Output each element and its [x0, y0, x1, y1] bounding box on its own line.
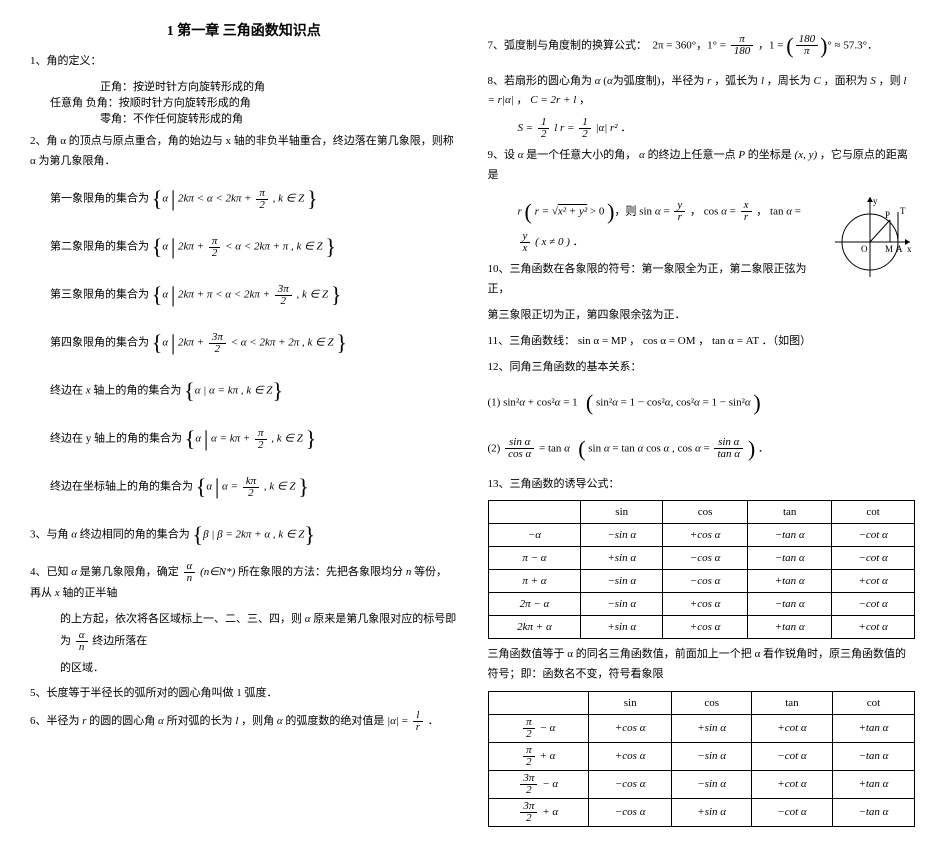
t1-h1: sin	[581, 501, 663, 524]
axis-y: 终边在 y 轴上的角的集合为 {α | α = kπ + π2 , k ∈ Z …	[30, 417, 458, 461]
axis-x: 终边在 x 轴上的角的集合为 {α | α = kπ , k ∈ Z}	[30, 369, 458, 413]
point-9a: 9、设 α 是一个任意大小的角， α 的终边上任意一点 P 的坐标是 (x, y…	[488, 146, 916, 186]
point-2: 2、角 α 的顶点与原点重合，角的始边与 x 轴的非负半轴重合，终边落在第几象限…	[30, 132, 458, 172]
fig-label-y: y	[873, 196, 878, 206]
point-1c: 零角：不作任何旋转形成的角	[30, 110, 458, 126]
t1-row-2: π + α−sin α−cos α+tan α+cot α	[488, 570, 915, 593]
t2-row-1: π2 + α+cos α−sin α−cot α−tan α	[488, 742, 915, 770]
t1-row-0: −α−sin α+cos α−tan α−cot α	[488, 524, 915, 547]
unit-circle-figure: y x O M A T P	[825, 192, 915, 282]
induction-table-2: sin cos tan cot π2 − α+cos α+sin α+cot α…	[488, 691, 916, 827]
t2-h1: sin	[589, 691, 672, 714]
point-3: 3、与角 α 终边相同的角的集合为 {β | β = 2kπ + α , k ∈…	[30, 515, 458, 555]
point-8b: S = 12 l r = 12 |α| r² ．	[488, 117, 916, 140]
left-column: 1 第一章 三角函数知识点 1、角的定义： 正角：按逆时针方向旋转形成的角 任意…	[30, 20, 458, 833]
t1-h4: cot	[832, 501, 915, 524]
point-1: 1、角的定义：	[30, 52, 458, 72]
point-10b: 第三象限正切为正，第四象限余弦为正．	[488, 306, 916, 326]
t1-h3: tan	[748, 501, 832, 524]
q2-label: 第二象限角的集合为	[50, 241, 149, 253]
fig-label-M: M	[885, 244, 893, 254]
chapter-title: 1 第一章 三角函数知识点	[30, 20, 458, 40]
point-11: 11、三角函数线： sin α = MP ， cos α = OM ， tan …	[488, 332, 916, 352]
t2-row-3: 3π2 + α−cos α+sin α−cot α−tan α	[488, 798, 915, 826]
t2-header-row: sin cos tan cot	[488, 691, 915, 714]
point-4b: 的上方起，依次将各区域标上一、二、三、四，则 α 原来是第几象限对应的标号即为 …	[30, 610, 458, 653]
point-1a: 正角：按逆时针方向旋转形成的角	[30, 78, 458, 94]
desc-text: 三角函数值等于 α 的同名三角函数值，前面加上一个把 α 看作锐角时，原三角函数…	[488, 645, 916, 685]
t1-row-1: π − α+sin α−cos α−tan α−cot α	[488, 547, 915, 570]
fig-label-O: O	[861, 244, 868, 254]
fig-label-x: x	[907, 244, 912, 254]
page-columns: 1 第一章 三角函数知识点 1、角的定义： 正角：按逆时针方向旋转形成的角 任意…	[30, 20, 915, 833]
fig-label-P: P	[885, 210, 890, 220]
point-8a: 8、若扇形的圆心角为 α (α为弧度制)，半径为 r ，弧长为 l ，周长为 C…	[488, 72, 916, 112]
point-12: 12、同角三角函数的基本关系：	[488, 358, 916, 378]
t1-row-3: 2π − α−sin α+cos α−tan α−cot α	[488, 593, 915, 616]
point-6: 6、半径为 r 的圆的圆心角 α 所对弧的长为 l ，则角 α 的弧度数的绝对值…	[30, 710, 458, 733]
t2-h3: tan	[752, 691, 833, 714]
axy-label: 终边在坐标轴上的角的集合为	[50, 481, 193, 493]
point-4c: 的区域．	[30, 659, 458, 679]
point-12b: (2) sin αcos α = tan α ( sin α = tan α c…	[488, 429, 916, 469]
point-12a: (1) sin²α + cos²α = 1 ( sin²α = 1 − cos²…	[488, 383, 916, 423]
point-13: 13、三角函数的诱导公式：	[488, 475, 916, 495]
quadrant-4: 第四象限角的集合为 {α | 2kπ + 3π2 < α < 2kπ + 2π …	[30, 321, 458, 365]
t2-row-2: 3π2 − α−cos α−sin α+cot α+tan α	[488, 770, 915, 798]
point-1b: 任意角 负角：按顺时针方向旋转形成的角	[30, 94, 458, 110]
point-7: 7、弧度制与角度制的换算公式： 2π = 360°，1° = π180 ，1 =…	[488, 26, 916, 66]
axis-both: 终边在坐标轴上的角的集合为 {α | α = kπ2 , k ∈ Z }	[30, 465, 458, 509]
t2-h4: cot	[832, 691, 914, 714]
induction-table-1: sin cos tan cot −α−sin α+cos α−tan α−cot…	[488, 500, 916, 639]
t1-header-row: sin cos tan cot	[488, 501, 915, 524]
fig-label-T: T	[900, 206, 906, 216]
q3-label: 第三象限角的集合为	[50, 289, 149, 301]
quadrant-1: 第一象限角的集合为 {α | 2kπ < α < 2kπ + π2 , k ∈ …	[30, 177, 458, 221]
t2-h2: cos	[672, 691, 752, 714]
q4-label: 第四象限角的集合为	[50, 337, 149, 349]
q1-label: 第一象限角的集合为	[50, 193, 149, 205]
fig-label-A: A	[896, 244, 903, 254]
t2-h0	[488, 691, 589, 714]
t2-row-0: π2 − α+cos α+sin α+cot α+tan α	[488, 714, 915, 742]
ay-label: 终边在 y 轴上的角的集合为	[50, 433, 182, 445]
t1-h0	[488, 501, 581, 524]
t1-h2: cos	[663, 501, 748, 524]
t1-row-4: 2kπ + α+sin α+cos α+tan α+cot α	[488, 616, 915, 639]
right-column: 7、弧度制与角度制的换算公式： 2π = 360°，1° = π180 ，1 =…	[488, 20, 916, 833]
quadrant-2: 第二象限角的集合为 {α | 2kπ + π2 < α < 2kπ + π , …	[30, 225, 458, 269]
ax-label: 终边在 x 轴上的角的集合为	[50, 385, 184, 397]
point-4a: 4、已知 α 是第几象限角，确定 αn (n∈N*) 所在象限的方法：先把各象限…	[30, 561, 458, 604]
point-5: 5、长度等于半径长的弧所对的圆心角叫做 1 弧度．	[30, 684, 458, 704]
quadrant-3: 第三象限角的集合为 {α | 2kπ + π < α < 2kπ + 3π2 ,…	[30, 273, 458, 317]
